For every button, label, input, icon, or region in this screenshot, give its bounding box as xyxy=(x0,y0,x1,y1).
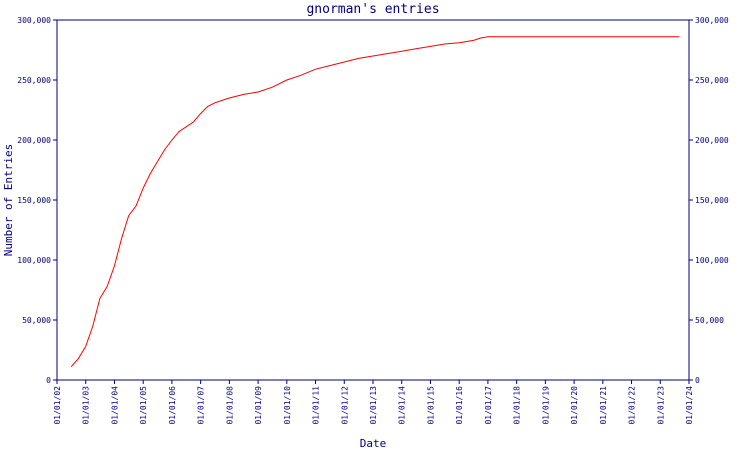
y-tick-label-left: 300,000 xyxy=(17,16,51,25)
chart-title: gnorman's entries xyxy=(306,2,439,17)
x-tick-label: 01/01/13 xyxy=(369,386,378,425)
y-tick-label-left: 200,000 xyxy=(17,136,51,145)
x-tick-label: 01/01/02 xyxy=(53,386,62,425)
y-axis-label: Number of Entries xyxy=(2,144,15,257)
x-tick-label: 01/01/14 xyxy=(398,386,407,425)
y-tick-label-right: 150,000 xyxy=(695,196,729,205)
x-ticks: 01/01/02 01/01/03 01/01/04 01/01/05 01/01/06… xyxy=(53,380,694,425)
y-ticks-right: 0 50,000 100,000 150,000 200,000 250,000 300,0… xyxy=(689,16,729,385)
x-tick-label: 01/01/15 xyxy=(426,386,435,425)
x-tick-label: 01/01/04 xyxy=(110,386,119,425)
y-tick-label-right: 0 xyxy=(695,376,700,385)
x-tick-label: 01/01/12 xyxy=(340,386,349,425)
x-tick-label: 01/01/11 xyxy=(312,386,321,425)
y-tick-label-right: 200,000 xyxy=(695,136,729,145)
y-tick-label-left: 150,000 xyxy=(17,196,51,205)
y-tick-label-right: 100,000 xyxy=(695,256,729,265)
x-tick-label: 01/01/08 xyxy=(225,386,234,425)
y-tick-label-right: 300,000 xyxy=(695,16,729,25)
series-group xyxy=(70,36,680,368)
x-tick-label: 01/01/10 xyxy=(283,386,292,425)
series-line xyxy=(70,36,680,368)
x-tick-label: 01/01/03 xyxy=(82,386,91,425)
x-tick-label: 01/01/24 xyxy=(685,386,694,425)
y-tick-label-left: 0 xyxy=(46,376,51,385)
x-tick-label: 01/01/21 xyxy=(599,386,608,425)
y-tick-label-right: 50,000 xyxy=(695,316,724,325)
y-tick-label-left: 250,000 xyxy=(17,76,51,85)
x-tick-label: 01/01/19 xyxy=(541,386,550,425)
x-tick-label: 01/01/06 xyxy=(168,386,177,425)
x-tick-label: 01/01/16 xyxy=(455,386,464,425)
y-ticks-left: 0 50,000 100,000 150,000 200,000 250,000 300,0… xyxy=(17,16,57,385)
x-tick-label: 01/01/05 xyxy=(139,386,148,425)
x-tick-label: 01/01/17 xyxy=(484,386,493,425)
x-tick-label: 01/01/22 xyxy=(628,386,637,425)
x-tick-label: 01/01/23 xyxy=(656,386,665,425)
y-tick-label-right: 250,000 xyxy=(695,76,729,85)
y-tick-label-left: 50,000 xyxy=(22,316,51,325)
plot-frame xyxy=(56,19,690,381)
x-tick-label: 01/01/18 xyxy=(513,386,522,425)
x-axis-label: Date xyxy=(360,437,387,450)
x-tick-label: 01/01/09 xyxy=(254,386,263,425)
y-tick-label-left: 100,000 xyxy=(17,256,51,265)
x-tick-label: 01/01/20 xyxy=(570,386,579,425)
x-tick-label: 01/01/07 xyxy=(197,386,206,425)
